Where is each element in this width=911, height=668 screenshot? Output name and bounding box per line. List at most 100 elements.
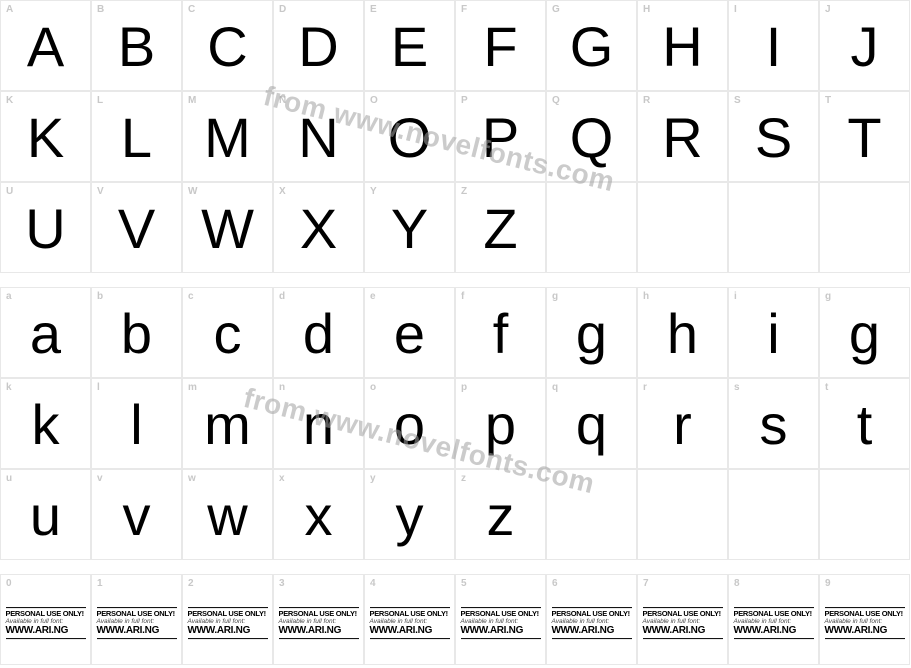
cell-label: g xyxy=(552,291,558,302)
promo-line1: PERSONAL USE ONLY! xyxy=(188,609,268,618)
cell-label: t xyxy=(825,382,828,393)
glyph: R xyxy=(662,110,702,166)
glyph: M xyxy=(204,110,251,166)
glyph: W xyxy=(201,201,254,257)
promo-glyph: PERSONAL USE ONLY!Available in full font… xyxy=(643,606,723,641)
cell-label: X xyxy=(279,186,286,197)
glyph-cell xyxy=(819,182,910,273)
glyph: C xyxy=(207,19,247,75)
promo-line3: WWW.ARI.NG xyxy=(6,625,86,637)
cell-label: W xyxy=(188,186,197,197)
glyph: d xyxy=(303,306,334,362)
glyph-cell: nn xyxy=(273,378,364,469)
promo-line3: WWW.ARI.NG xyxy=(825,625,905,637)
cell-label: h xyxy=(643,291,649,302)
glyph: h xyxy=(667,306,698,362)
glyph-cell: OO xyxy=(364,91,455,182)
glyph-cell: LL xyxy=(91,91,182,182)
glyph-cell: ff xyxy=(455,287,546,378)
promo-glyph: PERSONAL USE ONLY!Available in full font… xyxy=(279,606,359,641)
promo-line3: WWW.ARI.NG xyxy=(188,625,268,637)
glyph-cell: tt xyxy=(819,378,910,469)
cell-label: e xyxy=(370,291,376,302)
cell-label: H xyxy=(643,4,650,15)
font-character-map: AABBCCDDEEFFGGHHIIJJKKLLMMNNOOPPQQRRSSTT… xyxy=(0,0,911,665)
section-gap xyxy=(0,273,910,287)
glyph: K xyxy=(27,110,64,166)
cell-label: Q xyxy=(552,95,560,106)
glyph-cell: kk xyxy=(0,378,91,469)
glyph-cell: PP xyxy=(455,91,546,182)
cell-label: M xyxy=(188,95,196,106)
glyph: L xyxy=(121,110,152,166)
cell-label: s xyxy=(734,382,740,393)
cell-label: m xyxy=(188,382,197,393)
glyph-cell: vv xyxy=(91,469,182,560)
cell-label: g xyxy=(825,291,831,302)
glyph: m xyxy=(204,397,251,453)
glyph: b xyxy=(121,306,152,362)
glyph: l xyxy=(130,397,142,453)
cell-label: J xyxy=(825,4,831,15)
cell-label: L xyxy=(97,95,103,106)
glyph-cell: FF xyxy=(455,0,546,91)
glyph-cell xyxy=(546,469,637,560)
promo-glyph: PERSONAL USE ONLY!Available in full font… xyxy=(6,606,86,641)
cell-label: l xyxy=(97,382,100,393)
glyph-cell xyxy=(728,469,819,560)
cell-label: Y xyxy=(370,186,377,197)
promo-line2: Available in full font: xyxy=(279,618,359,626)
promo-glyph: PERSONAL USE ONLY!Available in full font… xyxy=(461,606,541,641)
promo-line1: PERSONAL USE ONLY! xyxy=(370,609,450,618)
section-gap xyxy=(0,560,910,574)
cell-label: a xyxy=(6,291,12,302)
promo-line2: Available in full font: xyxy=(6,618,86,626)
glyph: c xyxy=(214,306,242,362)
promo-glyph: PERSONAL USE ONLY!Available in full font… xyxy=(188,606,268,641)
glyph: I xyxy=(766,19,782,75)
glyph-cell: 0PERSONAL USE ONLY!Available in full fon… xyxy=(0,574,91,665)
cell-label: z xyxy=(461,473,466,484)
promo-line1: PERSONAL USE ONLY! xyxy=(6,609,86,618)
cell-label: 2 xyxy=(188,578,194,589)
cell-label: E xyxy=(370,4,377,15)
glyph-cell: xx xyxy=(273,469,364,560)
cell-label: 9 xyxy=(825,578,831,589)
glyph-cell: KK xyxy=(0,91,91,182)
glyph-cell: 6PERSONAL USE ONLY!Available in full fon… xyxy=(546,574,637,665)
glyph-cell xyxy=(637,182,728,273)
cell-label: N xyxy=(279,95,286,106)
promo-glyph: PERSONAL USE ONLY!Available in full font… xyxy=(825,606,905,641)
glyph: T xyxy=(847,110,881,166)
glyph: J xyxy=(851,19,879,75)
glyph: S xyxy=(755,110,792,166)
promo-line3: WWW.ARI.NG xyxy=(461,625,541,637)
glyph-cell: BB xyxy=(91,0,182,91)
glyph-row: UUVVWWXXYYZZ xyxy=(0,182,910,273)
promo-line2: Available in full font: xyxy=(825,618,905,626)
cell-label: x xyxy=(279,473,285,484)
promo-line1: PERSONAL USE ONLY! xyxy=(825,609,905,618)
promo-line2: Available in full font: xyxy=(643,618,723,626)
glyph-cell: AA xyxy=(0,0,91,91)
glyph-cell: yy xyxy=(364,469,455,560)
glyph-cell: 3PERSONAL USE ONLY!Available in full fon… xyxy=(273,574,364,665)
glyph: N xyxy=(298,110,338,166)
promo-glyph: PERSONAL USE ONLY!Available in full font… xyxy=(734,606,814,641)
glyph-cell: aa xyxy=(0,287,91,378)
glyph-row: KKLLMMNNOOPPQQRRSSTT xyxy=(0,91,910,182)
promo-line3: WWW.ARI.NG xyxy=(279,625,359,637)
cell-label: Z xyxy=(461,186,467,197)
glyph-cell: bb xyxy=(91,287,182,378)
glyph-cell: NN xyxy=(273,91,364,182)
glyph: p xyxy=(485,397,516,453)
glyph-cell: oo xyxy=(364,378,455,469)
cell-label: p xyxy=(461,382,467,393)
glyph: A xyxy=(27,19,64,75)
promo-line3: WWW.ARI.NG xyxy=(97,625,177,637)
cell-label: k xyxy=(6,382,12,393)
glyph: v xyxy=(123,488,151,544)
promo-glyph: PERSONAL USE ONLY!Available in full font… xyxy=(552,606,632,641)
glyph-cell: WW xyxy=(182,182,273,273)
promo-line1: PERSONAL USE ONLY! xyxy=(461,609,541,618)
